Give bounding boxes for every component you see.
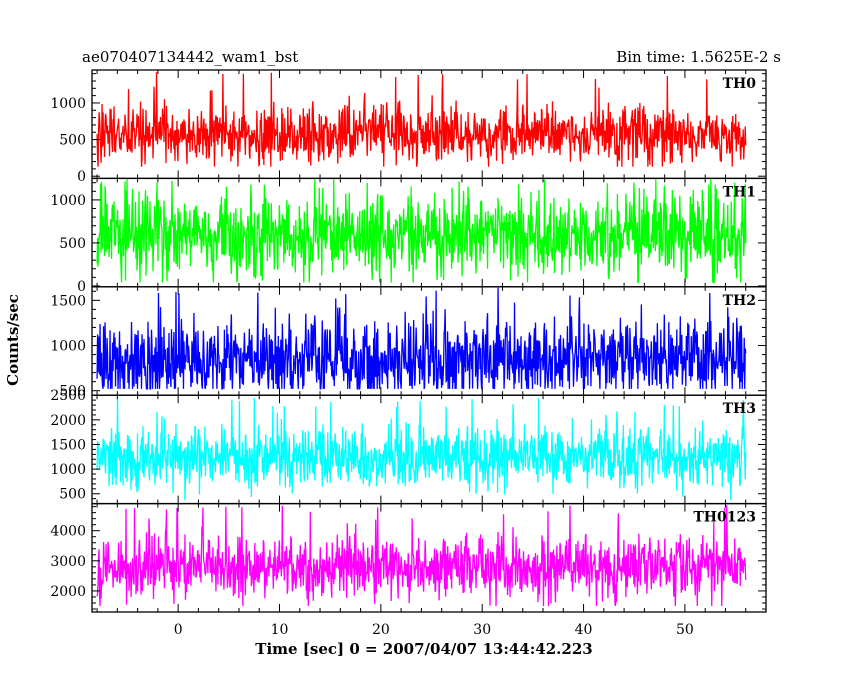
x-tick-label: 10	[271, 622, 289, 638]
y-tick-label: 1000	[50, 339, 86, 355]
series-line-th0	[96, 72, 747, 168]
y-tick-label: 1000	[50, 462, 86, 478]
panel-label-th0123: TH0123	[693, 510, 756, 526]
x-axis-ticks: 0 10 20 30 40 50	[174, 622, 694, 638]
y-tick-label: 1500	[50, 293, 86, 309]
x-tick-label: 50	[676, 622, 694, 638]
y-tick-label: 1500	[50, 437, 86, 453]
y-tick-label: 2500	[50, 388, 86, 404]
y-tick-label: 0	[77, 169, 86, 185]
series-line-th0123	[96, 505, 747, 607]
y-tick-label: 1000	[50, 96, 86, 112]
series-line-th1	[96, 179, 747, 284]
chart-title: ae070407134442_wam1_bst	[82, 48, 298, 66]
y-tick-label: 500	[59, 384, 86, 400]
y-tick-label: 3000	[50, 554, 86, 570]
panel-th1: 0 500 1000 TH1	[50, 177, 767, 295]
x-tick-label: 30	[473, 622, 491, 638]
y-axis-label: Counts/sec	[4, 294, 22, 386]
y-tick-label: 2000	[50, 413, 86, 429]
y-tick-label: 500	[59, 487, 86, 503]
panel-th0123: 2000 3000 4000 TH0123	[50, 502, 767, 613]
y-tick-label: 0	[77, 279, 86, 295]
x-axis-label: Time [sec] 0 = 2007/04/07 13:44:42.223	[255, 640, 592, 658]
panel-stack: 0 500 1000 TH0 0 500 1000 TH1 500 1000 1500 TH2 500 1…	[50, 69, 767, 613]
y-tick-label: 2000	[50, 584, 86, 600]
panel-label-th2: TH2	[723, 293, 756, 309]
series-line-th3	[96, 397, 747, 501]
y-tick-label: 500	[59, 133, 86, 149]
panel-label-th0: TH0	[723, 76, 757, 92]
y-tick-label: 1000	[50, 193, 86, 209]
panel-label-th3: TH3	[723, 401, 756, 417]
panel-label-th1: TH1	[723, 184, 756, 200]
panel-frame	[91, 502, 767, 613]
bin-time-label: Bin time: 1.5625E-2 s	[616, 48, 781, 66]
y-tick-label: 500	[59, 236, 86, 252]
y-tick-label: 4000	[50, 524, 86, 540]
x-tick-label: 0	[174, 622, 183, 638]
x-tick-label: 20	[372, 622, 390, 638]
series-line-th2	[96, 287, 747, 392]
panel-th3: 500 1000 1500 2000 2500 TH3	[50, 388, 767, 505]
panel-th2: 500 1000 1500 TH2	[50, 286, 767, 400]
panel-th0: 0 500 1000 TH0	[50, 69, 767, 185]
x-tick-label: 40	[575, 622, 593, 638]
